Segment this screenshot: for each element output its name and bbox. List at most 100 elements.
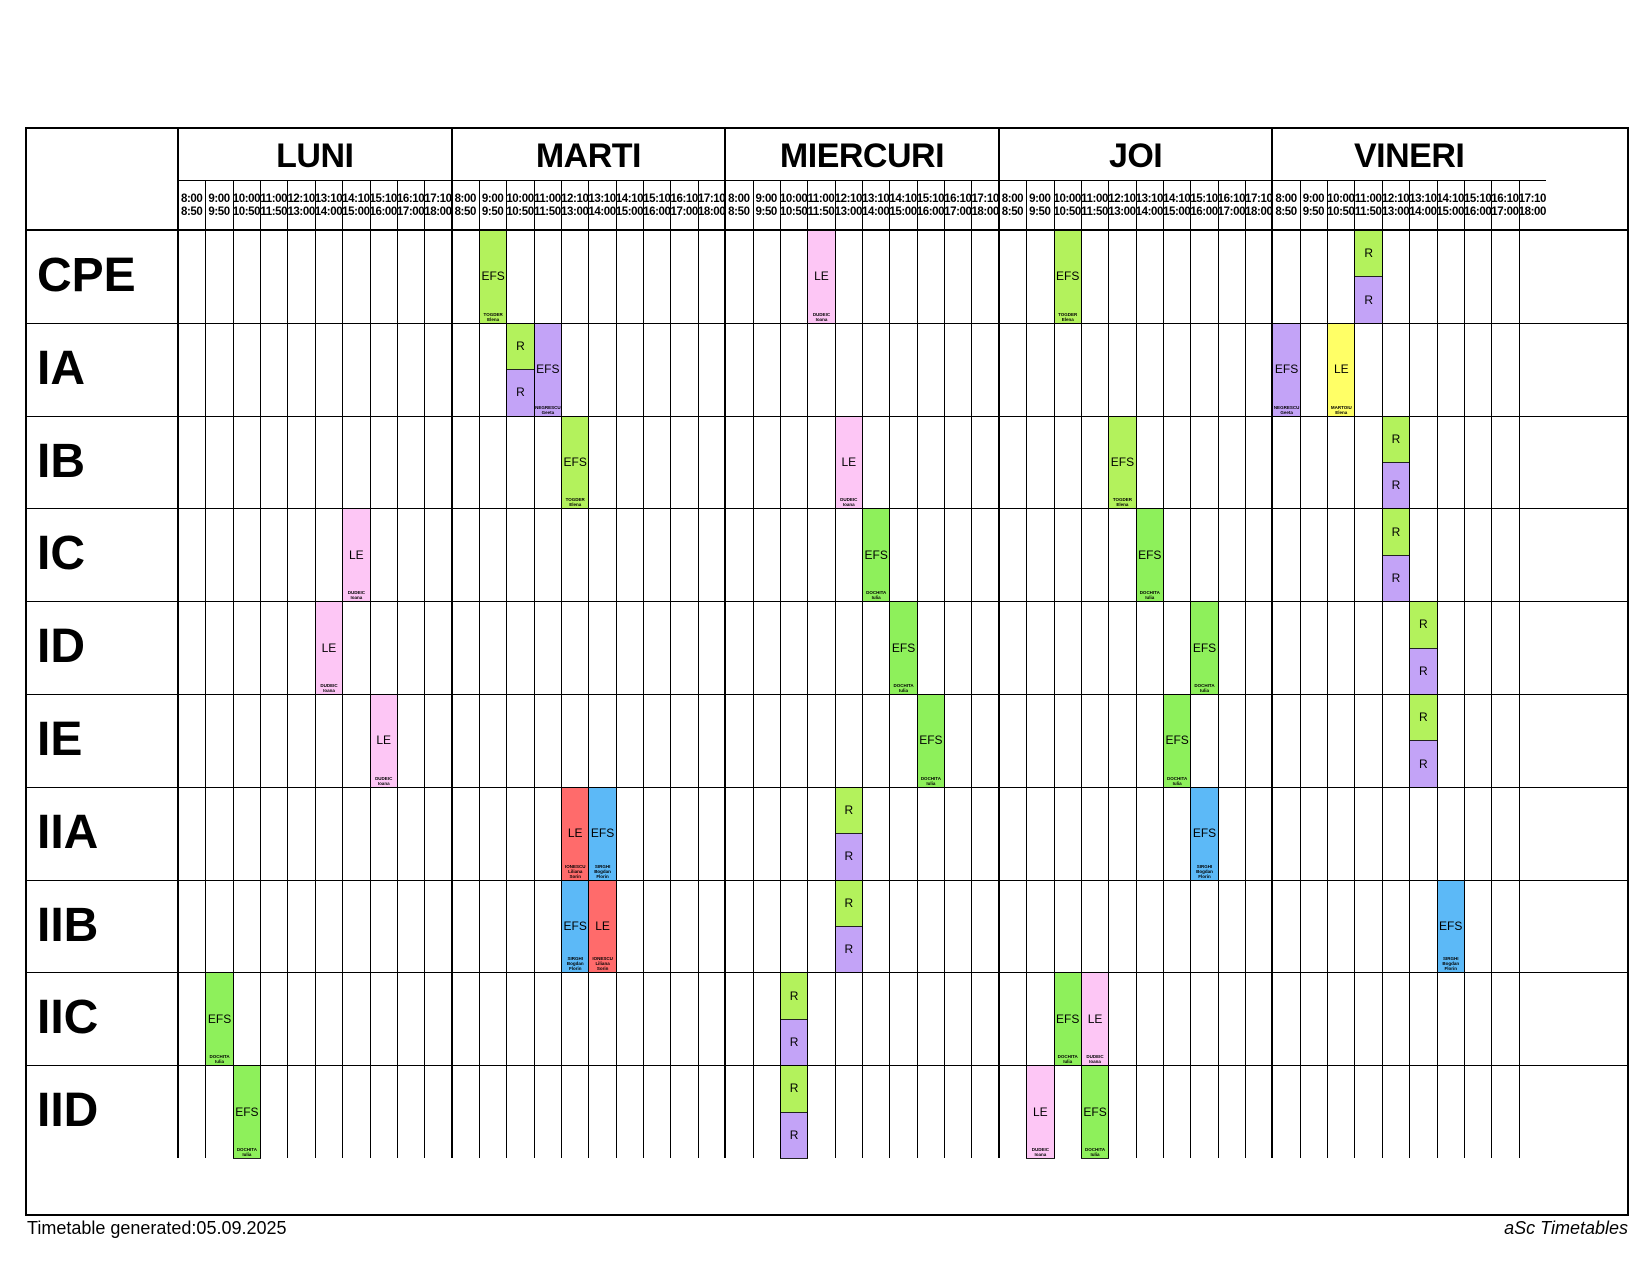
lesson-card[interactable]: LE IONESCU Liliana Sorin (561, 786, 590, 881)
grid-line (1135, 180, 1137, 1158)
grid-line (177, 129, 179, 1158)
lesson-card[interactable]: R (1354, 276, 1383, 324)
grid-line (1217, 180, 1219, 1158)
lesson-card[interactable]: EFS DOCHITA Iulia (1190, 601, 1219, 695)
lesson-card[interactable]: R (1409, 740, 1438, 788)
period-start: 14:10 (615, 193, 644, 205)
lesson-card[interactable]: LE DUDEIC Ioana (1080, 972, 1110, 1067)
period-start: 13:10 (1135, 193, 1163, 205)
lesson-card[interactable]: R (1381, 554, 1411, 603)
period-start: 15:10 (1190, 193, 1218, 205)
period-start: 11:00 (260, 193, 288, 205)
lesson-teacher: SIRGHI Bogdan Florin (1196, 863, 1213, 879)
period-time: 16:10 17:00 (1218, 193, 1245, 233)
lesson-card[interactable]: R (1381, 415, 1411, 463)
lesson-card[interactable]: LE DUDEIC Ioana (807, 230, 836, 324)
lesson-subject: R (516, 385, 525, 400)
lesson-card[interactable]: EFS DOCHITA Iulia (1135, 508, 1164, 603)
lesson-card[interactable]: R (1409, 694, 1438, 742)
class-label: IID (37, 1084, 99, 1138)
lesson-card[interactable]: R (779, 1111, 809, 1159)
lesson-card[interactable]: LE DUDEIC Ioana (342, 508, 371, 603)
lesson-card[interactable]: LE DUDEIC Ioana (834, 415, 863, 510)
lesson-card[interactable]: EFS DOCHITA Iulia (205, 972, 234, 1067)
period-time: 11:00 11:50 (1081, 193, 1108, 233)
lesson-card[interactable]: EFS DOCHITA Iulia (1053, 972, 1082, 1067)
lesson-card[interactable]: R (506, 369, 535, 417)
lesson-card[interactable]: LE MARTOIU Elena (1327, 322, 1356, 417)
lesson-card[interactable]: R (1381, 508, 1411, 556)
period-end: 11:50 (1081, 206, 1108, 218)
lesson-card[interactable]: EFS DOCHITA Iulia (862, 508, 891, 603)
period-time: 14:10 15:00 (1437, 193, 1464, 233)
period-time: 9:00 9:50 (205, 193, 232, 233)
lesson-card[interactable]: LE IONESCU Liliana Sorin (588, 879, 617, 974)
period-end: 17:00 (670, 206, 698, 218)
lesson-card[interactable]: EFS DOCHITA Iulia (1162, 694, 1192, 788)
lesson-card[interactable]: EFS NEGRESCU Geeta (1272, 322, 1301, 417)
period-time: 16:10 17:00 (397, 193, 424, 233)
lesson-card[interactable]: EFS TOGDER Elena (1108, 415, 1137, 510)
period-start: 10:00 (779, 193, 808, 205)
lesson-card[interactable]: EFS NEGRESCU Geeta (533, 322, 563, 417)
lesson-card[interactable]: R (779, 1018, 809, 1067)
lesson-card[interactable]: R (1381, 462, 1411, 510)
lesson-card[interactable]: R (1409, 647, 1438, 695)
period-time: 8:00 8:50 (999, 193, 1026, 233)
lesson-card[interactable]: EFS DOCHITA Iulia (889, 601, 918, 695)
lesson-card[interactable]: R (834, 786, 863, 835)
lesson-card[interactable]: EFS TOGDER Elena (1053, 230, 1082, 324)
grid-line (971, 180, 973, 1158)
period-start: 13:10 (314, 193, 343, 205)
lesson-card[interactable]: R (1409, 601, 1438, 649)
lesson-card[interactable]: R (834, 833, 863, 881)
period-end: 8:50 (728, 206, 750, 218)
period-time: 11:00 11:50 (260, 193, 287, 233)
lesson-card[interactable]: R (834, 879, 863, 927)
grid-line (1327, 180, 1329, 1158)
period-end: 14:00 (1135, 206, 1163, 218)
lesson-card[interactable]: LE DUDEIC Ioana (369, 694, 398, 788)
period-start: 9:00 (481, 193, 504, 205)
lesson-card[interactable]: R (506, 322, 535, 371)
lesson-subject: EFS (481, 269, 505, 284)
timetable-grid: LUNI 8:00 8:50 9:00 9:50 10:00 10:50 11:00 11:50… (25, 127, 1629, 1216)
lesson-teacher: DOCHITA Iulia (920, 775, 941, 786)
class-label: CPE (37, 249, 136, 302)
lesson-subject: EFS (1439, 918, 1463, 933)
lesson-card[interactable]: EFS DOCHITA Iulia (232, 1065, 262, 1159)
lesson-teacher: DOCHITA Iulia (1167, 775, 1188, 786)
lesson-subject: EFS (1083, 1104, 1107, 1119)
lesson-card[interactable]: LE DUDEIC Ioana (314, 601, 344, 695)
grid-line (27, 229, 1627, 231)
period-start: 13:10 (1409, 193, 1437, 205)
period-end: 10:50 (506, 206, 534, 218)
lesson-card[interactable]: R (834, 926, 863, 974)
lesson-subject: LE (348, 547, 364, 562)
lesson-subject: LE (321, 640, 337, 655)
lesson-card[interactable]: R (1354, 230, 1383, 278)
lesson-teacher: TOGDER Elena (1058, 311, 1078, 322)
lesson-teacher: TOGDER Elena (565, 497, 585, 508)
lesson-card[interactable]: EFS DOCHITA Iulia (1080, 1065, 1110, 1159)
period-start: 15:10 (643, 193, 671, 205)
lesson-card[interactable]: R (779, 1065, 809, 1113)
lesson-subject: R (1391, 478, 1401, 493)
lesson-subject: LE (841, 454, 857, 469)
lesson-card[interactable]: EFS TOGDER Elena (561, 415, 590, 510)
period-start: 12:10 (287, 193, 315, 205)
lesson-card[interactable]: EFS SIRGHI Bogdan Florin (1190, 786, 1219, 881)
lesson-card[interactable]: R (779, 972, 809, 1020)
period-start: 11:00 (807, 193, 835, 205)
lesson-card[interactable]: LE DUDEIC Ioana (1026, 1065, 1055, 1159)
lesson-card[interactable]: EFS DOCHITA Iulia (916, 694, 946, 788)
grid-line (287, 180, 289, 1158)
lesson-card[interactable]: EFS SIRGHI Bogdan Florin (561, 879, 590, 974)
lesson-card[interactable]: EFS SIRGHI Bogdan Florin (588, 786, 617, 881)
lesson-card[interactable]: EFS TOGDER Elena (478, 230, 508, 324)
lesson-card[interactable]: EFS SIRGHI Bogdan Florin (1436, 879, 1465, 974)
grid-line (27, 322, 1627, 324)
period-start: 14:10 (1162, 193, 1191, 205)
period-end: 11:50 (1354, 206, 1382, 218)
period-time: 13:10 14:00 (315, 193, 342, 233)
